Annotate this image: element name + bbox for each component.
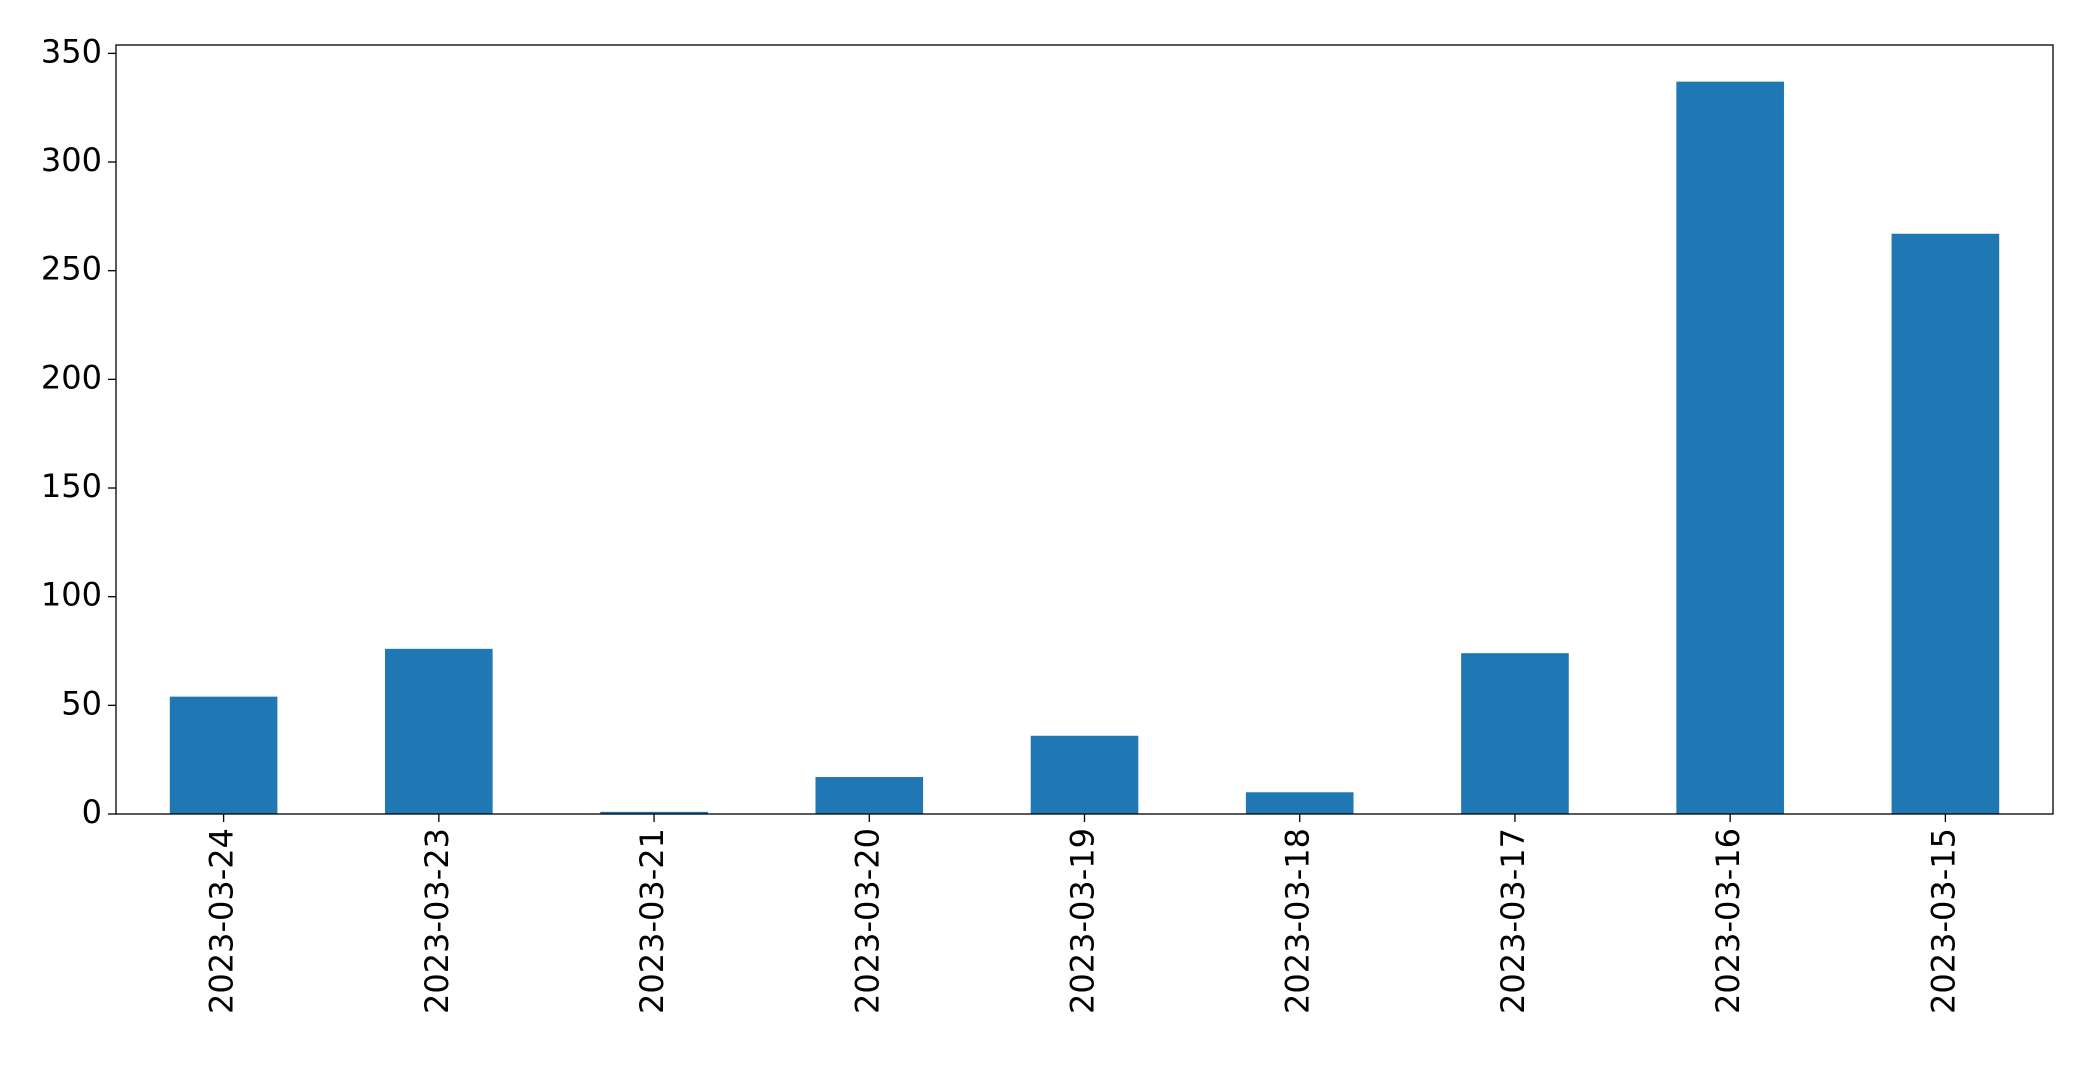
bar <box>1030 735 1139 814</box>
x-tick-label: 2023-03-21 <box>633 828 671 1014</box>
bar <box>385 648 493 814</box>
x-tick-label: 2023-03-16 <box>1709 828 1747 1014</box>
bar <box>169 696 278 814</box>
plot-frame <box>115 44 2054 815</box>
y-tick-label: 100 <box>41 576 102 614</box>
x-tick-label: 2023-03-18 <box>1279 828 1317 1014</box>
y-tick-label: 200 <box>41 358 102 396</box>
x-tick-label: 2023-03-23 <box>418 828 456 1014</box>
y-tick-label: 0 <box>82 793 102 831</box>
x-tick-label: 2023-03-20 <box>848 828 886 1014</box>
bar <box>1461 653 1569 814</box>
y-tick-label: 50 <box>61 684 102 722</box>
bar <box>815 777 924 814</box>
bar <box>1676 81 1784 815</box>
y-tick-label: 150 <box>41 467 102 505</box>
y-tick-label: 250 <box>41 250 102 288</box>
x-tick-label: 2023-03-15 <box>1924 828 1962 1014</box>
y-tick-label: 300 <box>41 141 102 179</box>
bar <box>1245 792 1354 814</box>
bar <box>1891 233 2000 814</box>
y-tick-label: 350 <box>41 32 102 70</box>
x-tick-label: 2023-03-19 <box>1064 828 1102 1014</box>
x-tick-label: 2023-03-24 <box>203 828 241 1014</box>
x-tick-label: 2023-03-17 <box>1494 828 1532 1014</box>
bar <box>600 811 708 814</box>
